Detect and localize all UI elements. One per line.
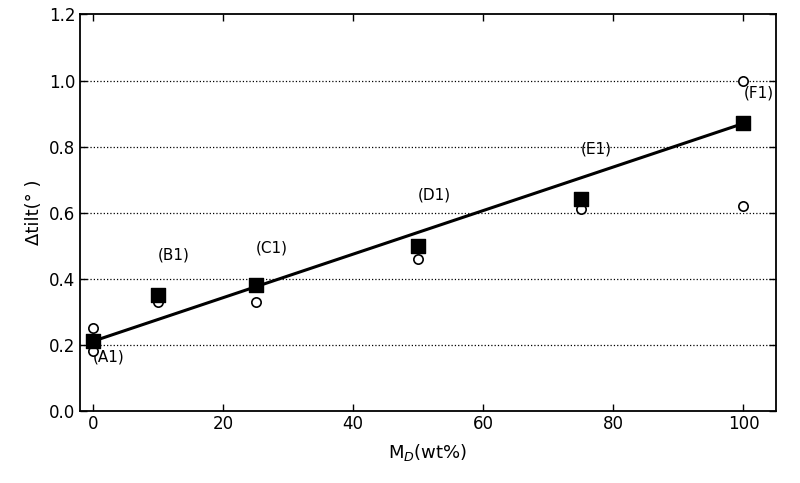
X-axis label: M$_{D}$(wt%): M$_{D}$(wt%) <box>388 442 468 463</box>
Text: (B1): (B1) <box>158 247 190 262</box>
Point <box>86 347 99 355</box>
Point <box>412 255 425 263</box>
Point <box>250 298 262 305</box>
Text: (F1): (F1) <box>743 85 774 100</box>
Point <box>574 205 587 213</box>
Point <box>152 298 165 305</box>
Point <box>737 77 750 85</box>
Point <box>737 120 750 128</box>
Point <box>86 337 99 345</box>
Point <box>737 202 750 210</box>
Text: (D1): (D1) <box>418 187 451 203</box>
Text: (E1): (E1) <box>581 142 612 156</box>
Point <box>250 281 262 289</box>
Text: (A1): (A1) <box>93 349 125 364</box>
Text: (C1): (C1) <box>256 241 288 256</box>
Y-axis label: Δtilt(° ): Δtilt(° ) <box>25 180 43 245</box>
Point <box>574 196 587 203</box>
Point <box>86 324 99 332</box>
Point <box>412 242 425 249</box>
Point <box>152 291 165 299</box>
